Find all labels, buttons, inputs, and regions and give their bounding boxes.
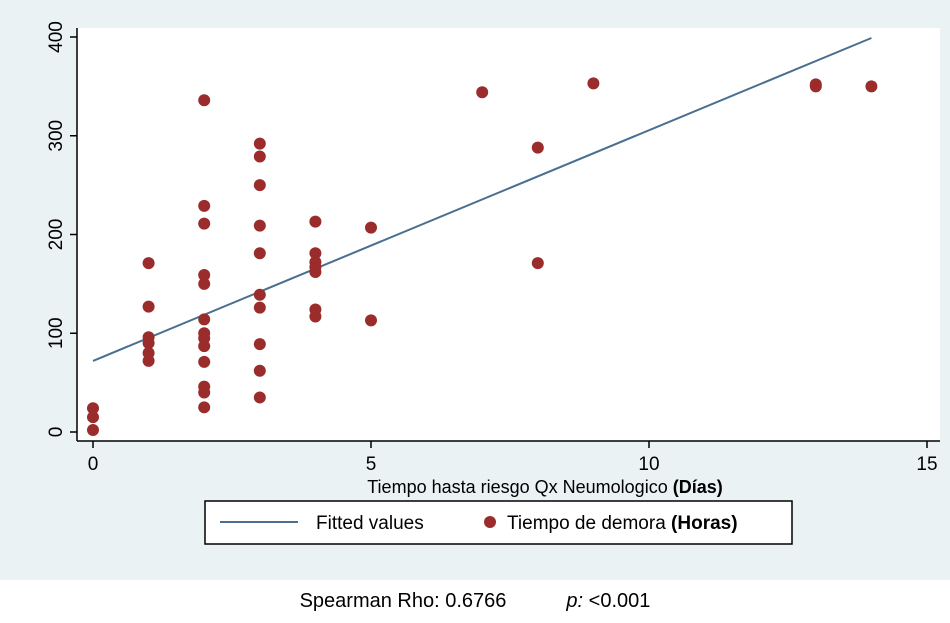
y-tick-label: 300 — [46, 120, 67, 152]
data-point — [198, 268, 211, 281]
data-point — [253, 391, 266, 404]
data-point — [198, 199, 211, 212]
y-tick-label: 100 — [46, 317, 67, 349]
data-point — [309, 303, 322, 316]
data-point — [198, 94, 211, 107]
points-layer — [87, 77, 878, 437]
data-point — [198, 217, 211, 230]
data-point — [587, 77, 600, 90]
data-point — [198, 277, 211, 290]
legend-fitted-values: Fitted values — [316, 513, 424, 534]
y-tick-label: 200 — [46, 219, 67, 251]
x-tick-label: 0 — [88, 454, 99, 475]
y-axis: 0 100 200 300 400 — [46, 21, 78, 441]
data-point — [87, 424, 99, 437]
x-axis: 0 5 10 15 — [77, 440, 940, 475]
data-point — [865, 80, 878, 93]
data-point — [365, 314, 377, 327]
p-value: <0.001 — [588, 590, 651, 612]
data-point — [809, 78, 822, 91]
data-point — [309, 247, 322, 260]
data-point — [198, 313, 211, 326]
data-point — [198, 327, 211, 340]
data-point — [253, 179, 266, 192]
fit-line-layer — [92, 37, 872, 362]
legend: Fitted values Tiempo de demora (Horas) — [204, 500, 793, 545]
data-point — [198, 355, 211, 368]
data-point — [253, 301, 266, 314]
data-point — [309, 215, 322, 228]
data-point — [476, 86, 489, 99]
fitted-values-line — [92, 37, 872, 362]
data-point — [253, 338, 266, 351]
data-point — [142, 300, 155, 313]
legend-point-swatch — [484, 516, 496, 528]
legend-tiempo-de-demora: Tiempo de demora (Horas) — [507, 513, 738, 534]
data-point — [87, 411, 99, 424]
data-point — [198, 380, 211, 393]
data-point — [142, 347, 155, 359]
x-tick-label: 15 — [916, 454, 937, 475]
data-point — [253, 137, 266, 150]
x-tick-label: 5 — [366, 454, 377, 475]
spearman-rho: Spearman Rho: 0.6766 — [299, 590, 507, 612]
data-point — [253, 288, 266, 301]
x-tick-label: 10 — [638, 454, 659, 475]
y-tick-label: 0 — [46, 427, 67, 438]
data-point — [531, 257, 544, 270]
plot-area — [77, 28, 940, 441]
data-point — [531, 141, 544, 154]
data-point — [142, 257, 155, 270]
y-tick-label: 400 — [46, 21, 67, 53]
legend-box — [204, 500, 793, 545]
data-point — [198, 401, 211, 414]
data-point — [253, 364, 266, 377]
data-point — [365, 221, 377, 234]
data-point — [142, 331, 155, 344]
data-point — [87, 402, 99, 415]
data-point — [253, 150, 266, 163]
p-label: p: — [566, 590, 584, 612]
statistics-caption: Spearman Rho: 0.6766 p: <0.001 — [0, 590, 950, 613]
x-axis-label: Tiempo hasta riesgo Qx Neumologico (Días… — [367, 477, 723, 497]
data-point — [253, 219, 266, 232]
data-point — [253, 247, 266, 260]
data-point — [309, 256, 322, 269]
